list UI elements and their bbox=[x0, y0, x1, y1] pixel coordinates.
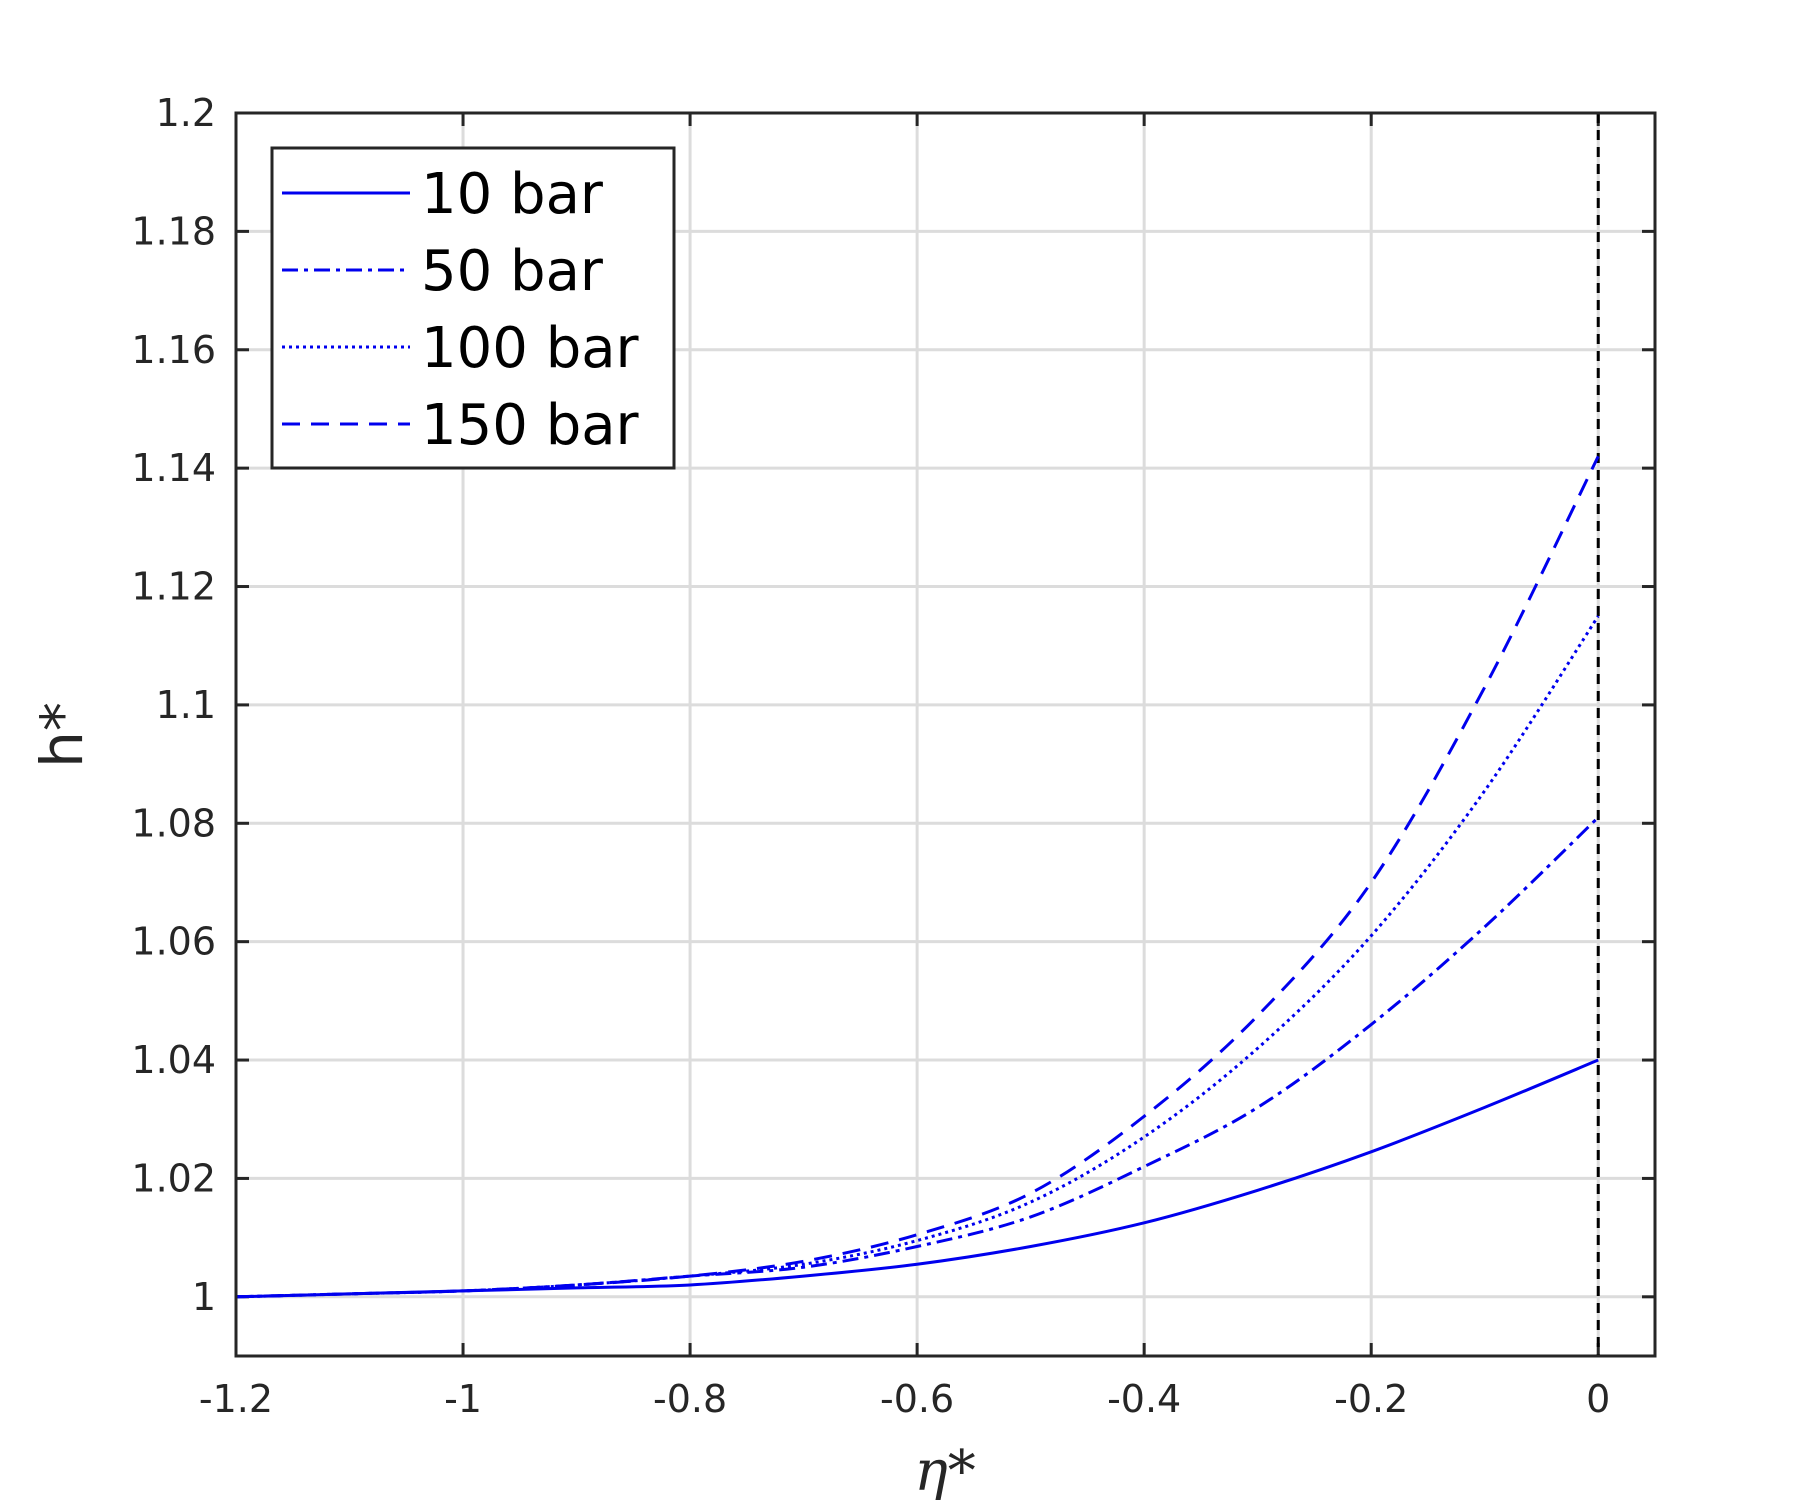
y-tick-label: 1.16 bbox=[131, 328, 216, 372]
y-tick-label: 1.14 bbox=[131, 446, 216, 490]
y-tick-label: 1.1 bbox=[156, 683, 216, 727]
x-axis-title: η* bbox=[914, 1439, 976, 1500]
y-tick-label: 1.2 bbox=[156, 91, 216, 135]
x-tick-label: -0.4 bbox=[1107, 1377, 1181, 1421]
x-tick-label: -1 bbox=[444, 1377, 482, 1421]
y-tick-label: 1 bbox=[192, 1275, 216, 1319]
y-tick-label: 1.18 bbox=[131, 209, 216, 253]
legend-label-10-bar: 10 bar bbox=[421, 162, 604, 227]
legend-label-100-bar: 100 bar bbox=[421, 316, 640, 381]
y-tick-label: 1.08 bbox=[131, 801, 216, 845]
y-tick-label: 1.06 bbox=[131, 920, 216, 964]
y-tick-label: 1.04 bbox=[131, 1038, 216, 1082]
plot-frame bbox=[234, 111, 1657, 1358]
x-tick-label: -0.8 bbox=[653, 1377, 727, 1421]
y-tick-label: 1.02 bbox=[131, 1156, 216, 1200]
y-tick-label: 1.12 bbox=[131, 565, 216, 609]
y-tick-labels: 1 1.02 1.04 1.06 1.08 1.1 1.12 1.14 1.16 1.18 1.2 bbox=[131, 91, 216, 1319]
series-group bbox=[235, 455, 1600, 1299]
x-tick-label: 0 bbox=[1586, 1377, 1610, 1421]
legend-box bbox=[270, 146, 676, 470]
x-tick-label: -1.2 bbox=[199, 1377, 273, 1421]
legend-label-50-bar: 50 bar bbox=[421, 239, 604, 304]
legend-label-150-bar: 150 bar bbox=[421, 393, 640, 458]
x-tick-label: -0.2 bbox=[1334, 1377, 1408, 1421]
x-tick-labels: -1.2 -1 -0.8 -0.6 -0.4 -0.2 0 bbox=[199, 1377, 1610, 1421]
series-line-50-bar bbox=[235, 816, 1600, 1299]
series-line-100-bar bbox=[235, 615, 1600, 1299]
series-line-150-bar bbox=[235, 455, 1600, 1299]
x-tick-label: -0.6 bbox=[880, 1377, 954, 1421]
y-axis-title: h* bbox=[28, 702, 96, 768]
legend: 10 bar 50 bar 100 bar 150 bar bbox=[270, 146, 676, 470]
